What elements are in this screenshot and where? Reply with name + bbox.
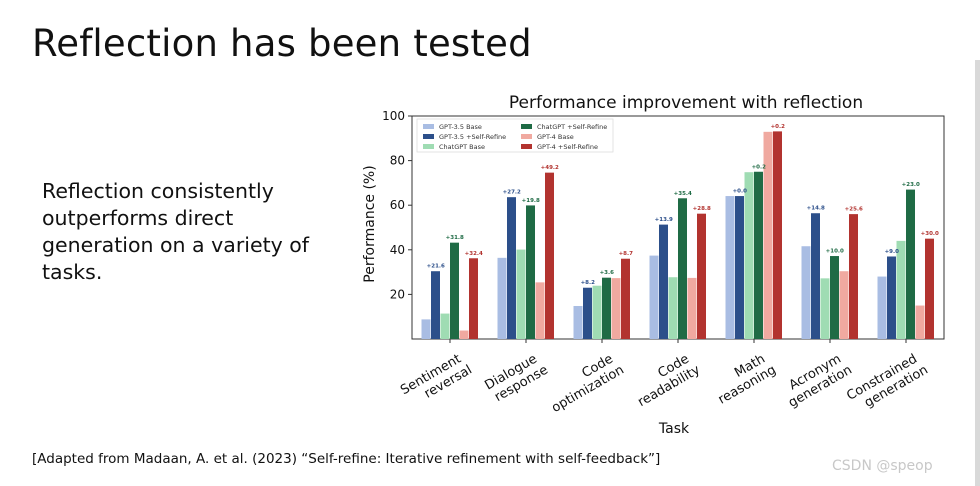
category-label: Constrainedgeneration <box>844 350 930 417</box>
legend-label: GPT-3.5 Base <box>439 123 482 131</box>
bar <box>830 256 839 339</box>
bar <box>659 224 668 339</box>
bar <box>516 249 526 339</box>
bar <box>763 131 773 339</box>
improvement-label: +31.8 <box>446 235 464 241</box>
legend-box <box>416 118 614 153</box>
legend-label: ChatGPT Base <box>439 143 485 151</box>
bar <box>535 282 545 339</box>
bar <box>545 172 554 339</box>
bar <box>649 255 659 339</box>
legend-swatch <box>423 134 434 139</box>
category-label: Acronymgeneration <box>779 350 855 411</box>
improvement-label: +13.9 <box>655 217 673 223</box>
improvement-label: +0.2 <box>771 124 786 130</box>
category-label: Dialogueresponse <box>482 350 550 407</box>
bar <box>811 213 820 339</box>
bar <box>915 305 925 339</box>
legend-swatch <box>521 124 532 129</box>
bar <box>421 319 431 339</box>
bar <box>431 271 440 339</box>
plot-area: 20 40 60 80 100 +21.6 +27.2 +8.2 +13.9 +0.0 +14.8 +… <box>382 109 945 417</box>
bar <box>687 277 697 339</box>
bar <box>697 213 706 339</box>
bar <box>450 242 459 339</box>
bar <box>668 277 678 339</box>
legend-label: GPT-3.5 +Self-Refine <box>439 133 506 141</box>
bar <box>887 256 896 339</box>
bar <box>469 258 478 339</box>
legend-swatch <box>423 124 434 129</box>
category-label: Mathreasoning <box>708 350 778 408</box>
improvement-label: +49.2 <box>541 165 559 171</box>
bar <box>744 172 754 339</box>
legend-label: GPT-4 Base <box>537 133 574 141</box>
bar <box>497 257 507 339</box>
legend-swatch <box>521 134 532 139</box>
bar <box>583 287 592 339</box>
y-axis-label: Performance (%) <box>362 165 378 282</box>
bar <box>526 205 535 339</box>
chart-title: Performance improvement with reflection <box>509 93 863 113</box>
category-label: Codeoptimization <box>542 350 627 416</box>
bar <box>573 305 583 339</box>
slide-title: Reflection has been tested <box>32 22 532 65</box>
improvement-label: +0.0 <box>733 189 748 195</box>
bar <box>735 196 744 339</box>
bar <box>849 214 858 339</box>
y-tick-label: 20 <box>390 287 405 301</box>
improvement-label: +25.6 <box>845 207 863 213</box>
citation: [Adapted from Madaan, A. et al. (2023) “… <box>32 451 661 467</box>
improvement-label: +30.0 <box>921 231 939 237</box>
y-tick-label: 80 <box>390 154 405 168</box>
improvement-label: +14.8 <box>807 206 825 212</box>
improvement-label: +0.2 <box>752 164 767 170</box>
legend-label: GPT-4 +Self-Refine <box>537 143 598 151</box>
improvement-label: +10.0 <box>826 249 844 255</box>
improvement-label: +35.4 <box>674 191 692 197</box>
slide-edge-shadow <box>975 60 980 486</box>
legend-swatch <box>521 144 532 149</box>
watermark: CSDN @speop <box>832 458 933 474</box>
y-tick-label: 100 <box>382 109 405 123</box>
bar <box>839 271 849 339</box>
bar <box>801 246 811 339</box>
improvement-label: +23.0 <box>902 182 920 188</box>
slide-body-text: Reflection consistently outperforms dire… <box>42 179 310 284</box>
improvement-label: +21.6 <box>427 264 445 270</box>
bar <box>754 171 763 339</box>
y-tick-label: 40 <box>390 243 405 257</box>
improvement-label: +19.8 <box>522 198 540 204</box>
bar <box>773 131 782 339</box>
bar <box>820 278 830 339</box>
improvement-label: +3.6 <box>600 270 615 276</box>
improvement-label: +9.0 <box>885 249 900 255</box>
bar <box>440 313 450 339</box>
bar <box>621 258 630 339</box>
bar <box>896 240 906 339</box>
bar <box>611 278 621 339</box>
y-tick-label: 60 <box>390 198 405 212</box>
bar <box>678 198 687 339</box>
legend-swatch <box>423 144 434 149</box>
category-label: Sentimentreversal <box>398 350 475 412</box>
improvement-label: +8.2 <box>581 280 596 286</box>
bar <box>725 196 735 339</box>
bar <box>906 189 915 339</box>
category-label: Codereadability <box>628 349 703 410</box>
bar <box>602 277 611 339</box>
improvement-label: +28.8 <box>693 206 711 212</box>
legend-label: ChatGPT +Self-Refine <box>537 123 607 131</box>
improvement-label: +32.4 <box>465 251 483 257</box>
bar <box>459 330 469 339</box>
bar <box>592 285 602 339</box>
x-axis-label: Task <box>658 421 690 437</box>
bar <box>925 238 934 339</box>
bar <box>877 276 887 339</box>
improvement-label: +27.2 <box>503 190 521 196</box>
bar <box>507 197 516 339</box>
improvement-label: +8.7 <box>619 251 634 257</box>
